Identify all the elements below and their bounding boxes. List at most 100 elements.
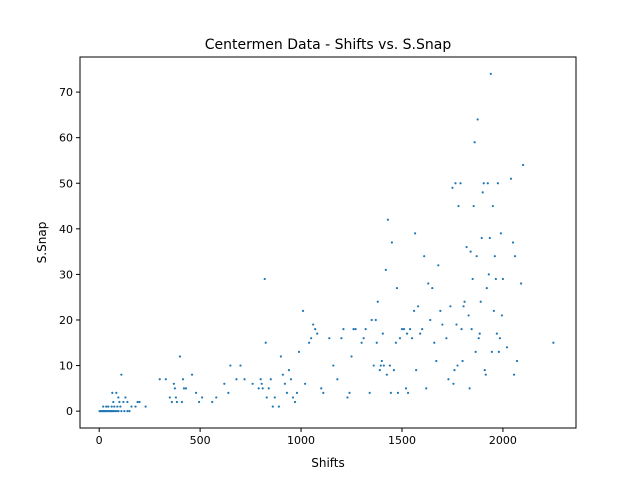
scatter-point: [285, 391, 289, 395]
scatter-point: [375, 341, 378, 344]
scatter-point: [110, 405, 113, 408]
scatter-point: [487, 273, 490, 276]
scatter-point: [392, 369, 396, 372]
scatter-point: [336, 378, 339, 381]
scatter-point: [522, 163, 525, 167]
scatter-point: [297, 350, 301, 353]
scatter-point: [469, 250, 472, 253]
scatter-point: [316, 332, 319, 335]
scatter-point: [111, 391, 114, 395]
scatter-point: [368, 391, 371, 395]
scatter-point: [124, 396, 127, 399]
y-axis: 0 10 20 30 40 50 60 70: [59, 86, 80, 418]
scatter-point: [122, 400, 125, 404]
scatter-point: [408, 328, 412, 331]
scatter-point: [105, 405, 108, 408]
scatter-point: [471, 277, 474, 281]
scatter-point: [380, 359, 383, 363]
scatter-point: [269, 378, 272, 381]
scatter-point: [386, 218, 389, 221]
scatter-point: [112, 400, 115, 404]
scatter-point: [102, 405, 105, 408]
scatter-point: [360, 341, 363, 344]
scatter-point: [287, 369, 291, 372]
scatter-point: [455, 323, 458, 326]
scatter-point: [354, 328, 357, 331]
scatter-point: [181, 378, 185, 381]
scatter-point: [178, 355, 182, 358]
scatter-point: [485, 286, 488, 290]
x-tick-label: 500: [190, 434, 211, 447]
scatter-point: [190, 373, 194, 376]
scatter-point: [379, 364, 382, 367]
scatter-point: [421, 328, 424, 331]
scatter-point: [462, 305, 465, 308]
scatter-point: [388, 364, 391, 367]
scatter-point: [277, 405, 280, 408]
scatter-point: [243, 378, 246, 381]
scatter-point: [346, 396, 349, 399]
scatter-point: [385, 373, 388, 376]
scatter-point: [182, 387, 186, 390]
scatter-point: [461, 359, 464, 363]
scatter-point: [435, 359, 438, 363]
scatter-point: [123, 410, 126, 413]
scatter-point: [136, 400, 139, 404]
scatter-point: [281, 373, 284, 376]
scatter-point: [425, 387, 428, 390]
x-tick-label: 2000: [489, 434, 517, 447]
scatter-point: [116, 405, 119, 408]
scatter-point: [400, 328, 404, 331]
scatter-point: [490, 350, 493, 353]
scatter-point: [500, 314, 504, 317]
scatter-point: [229, 364, 232, 367]
scatter-point: [484, 373, 487, 376]
scatter-point: [511, 241, 515, 244]
scatter-point: [180, 400, 184, 404]
scatter-point: [308, 341, 311, 344]
scatter-point: [303, 382, 307, 385]
scatter-point: [364, 328, 367, 331]
scatter-point: [261, 387, 264, 390]
y-tick-label: 60: [59, 132, 73, 145]
scatter-point: [413, 309, 416, 312]
scatter-point: [370, 318, 373, 322]
scatter-point: [115, 391, 118, 395]
scatter-point: [283, 382, 286, 385]
scatter-point: [465, 245, 468, 249]
scatter-point: [113, 405, 116, 408]
scatter-point: [198, 400, 201, 404]
scatter-point: [158, 378, 161, 381]
scatter-point: [429, 318, 432, 322]
scatter-point: [164, 378, 167, 381]
scatter-point: [138, 400, 141, 404]
scatter-point: [112, 410, 115, 413]
x-tick-label: 1500: [388, 434, 416, 447]
scatter-point: [264, 341, 267, 344]
scatter-point: [251, 382, 254, 385]
scatter-point: [310, 337, 313, 340]
scatter-point: [451, 186, 454, 189]
scatter-point: [389, 391, 392, 395]
scatter-point: [463, 300, 466, 303]
scatter-point: [394, 341, 398, 344]
y-tick-label: 0: [66, 405, 73, 418]
scatter-point: [114, 410, 117, 413]
y-tick-label: 10: [59, 360, 73, 373]
scatter-point: [381, 332, 384, 335]
scatter-point: [417, 305, 420, 308]
scatter-point: [260, 382, 263, 385]
scatter-point: [384, 268, 387, 271]
scatter-point: [404, 387, 408, 390]
scatter-point: [352, 328, 355, 331]
scatter-point: [172, 382, 175, 385]
points-layer: [98, 72, 555, 413]
scatter-point: [498, 337, 501, 340]
scatter-point: [374, 318, 377, 322]
scatter-point: [494, 277, 497, 281]
scatter-point: [382, 364, 385, 367]
scatter-point: [433, 341, 436, 344]
scatter-point: [134, 405, 137, 408]
scatter-point: [390, 241, 393, 244]
scatter-point: [452, 382, 455, 385]
